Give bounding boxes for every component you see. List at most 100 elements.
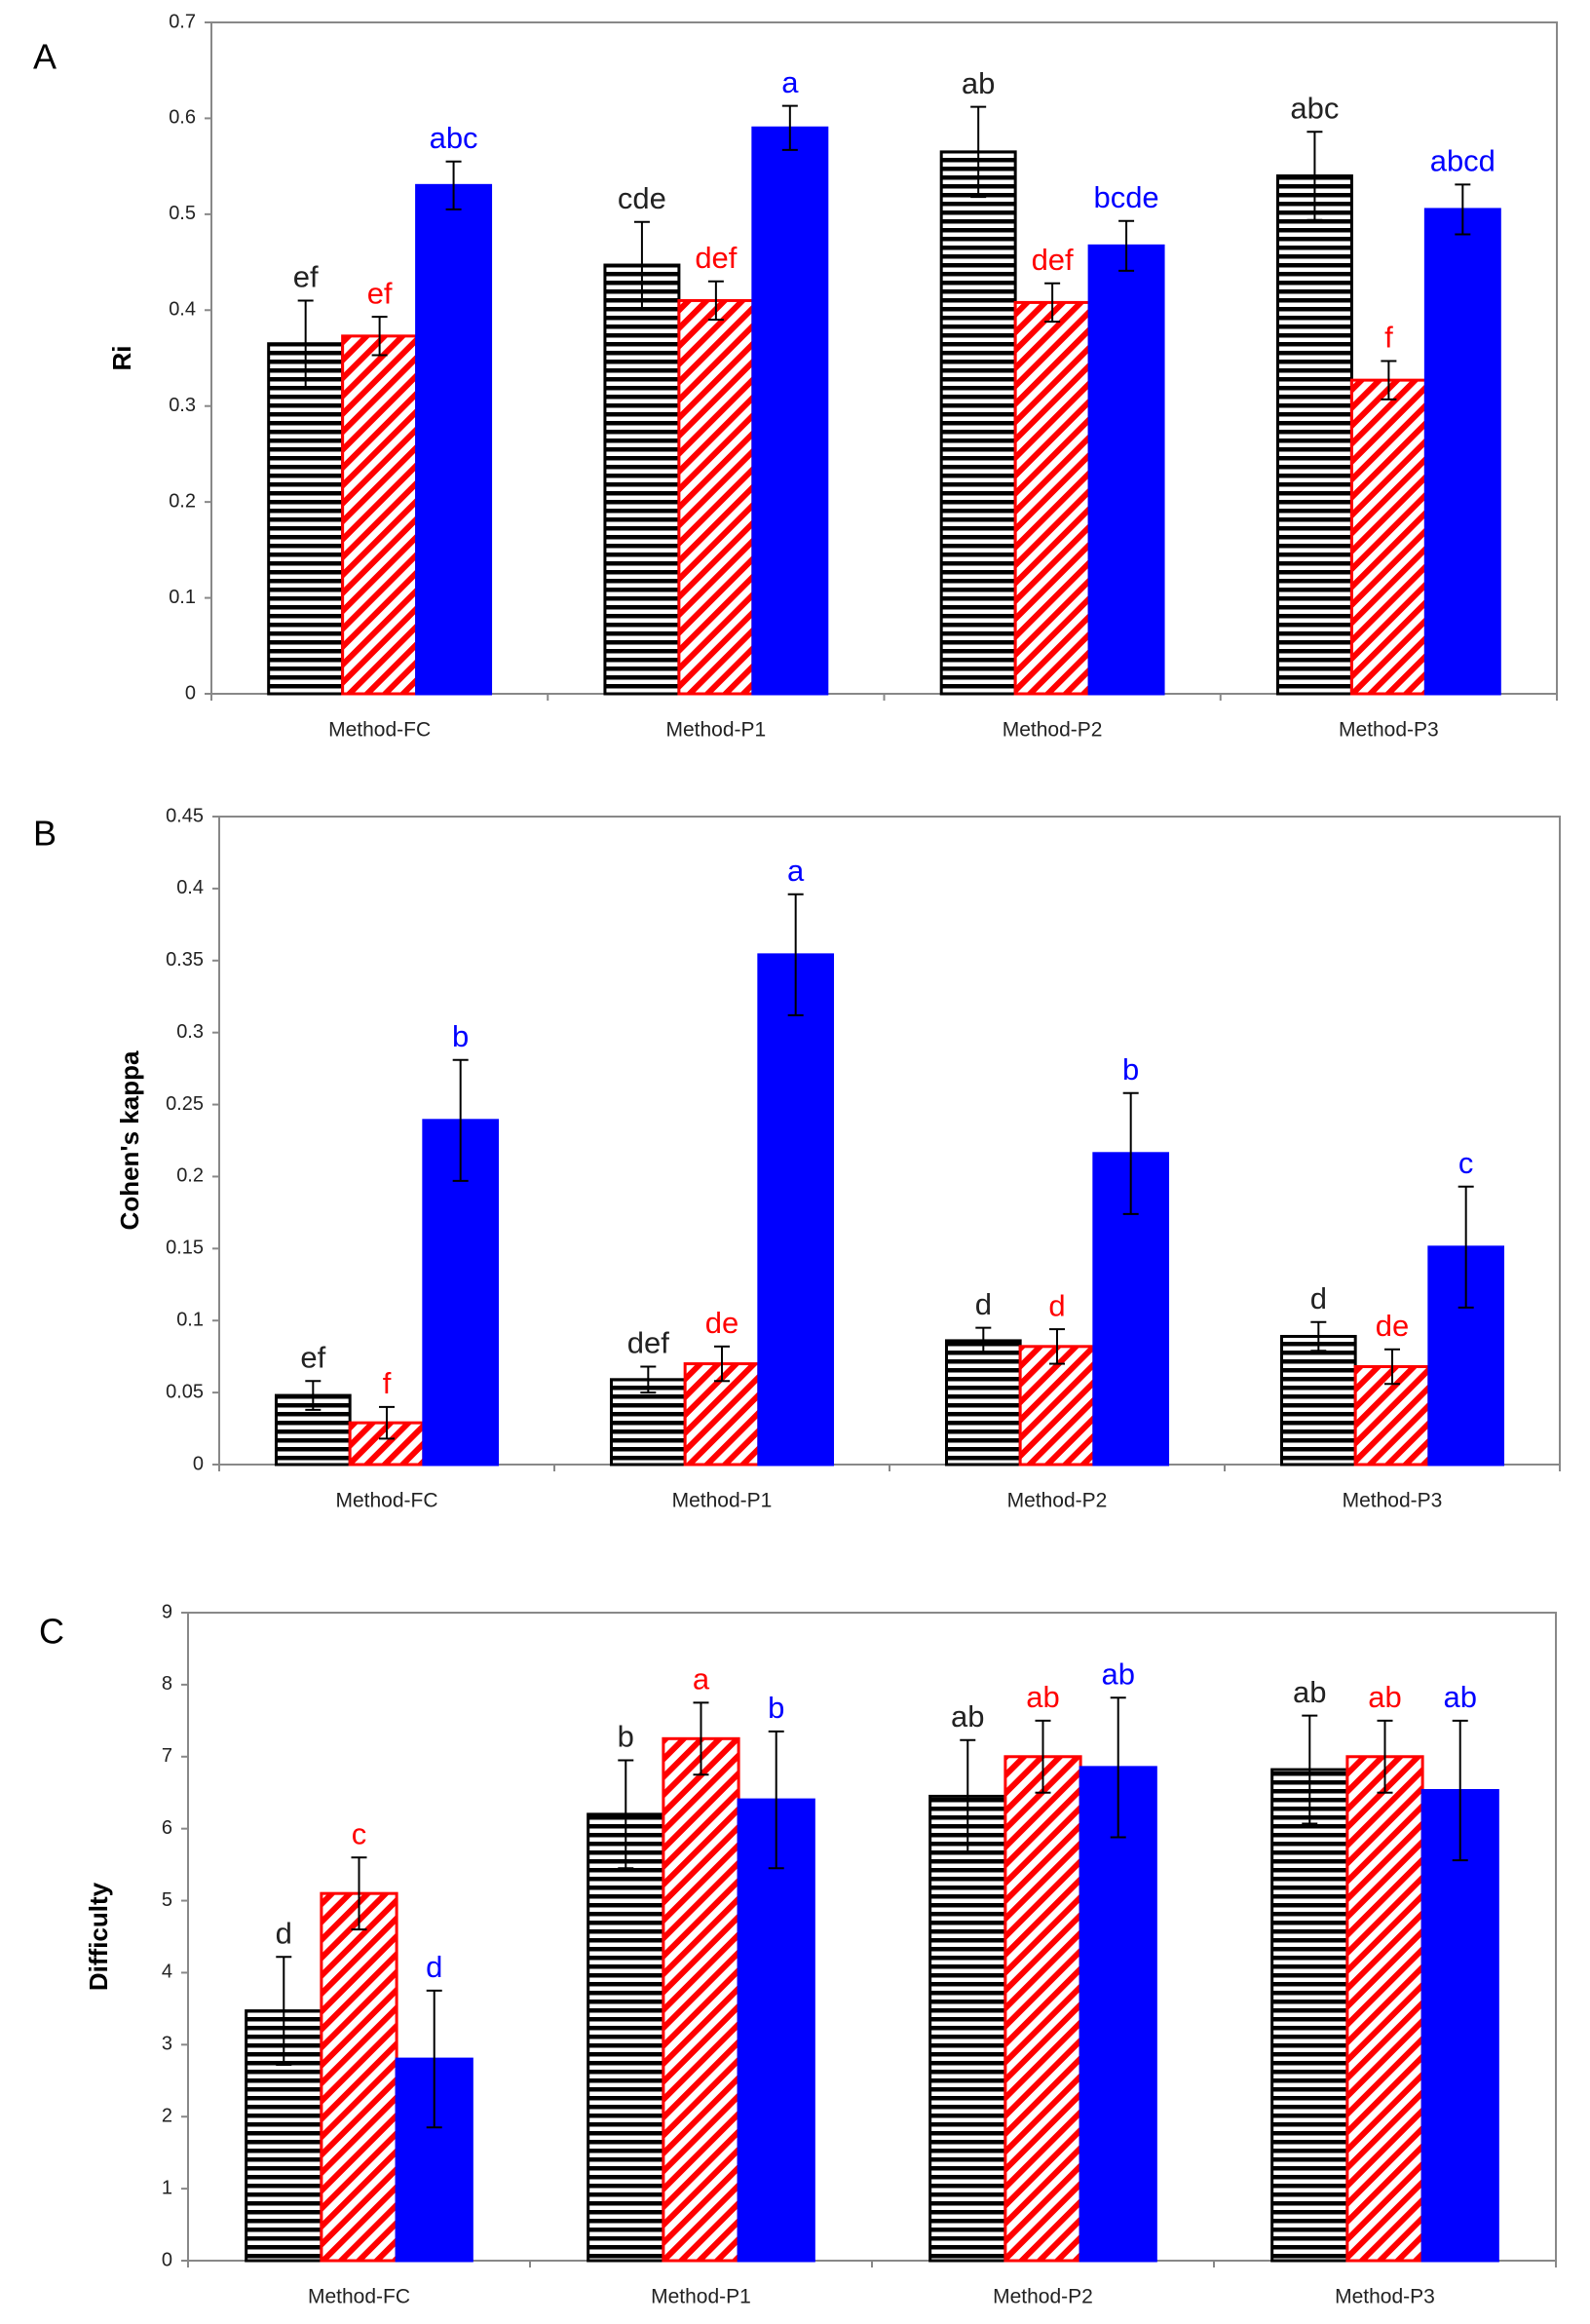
- y-tick-label: 0.15: [166, 1238, 204, 1259]
- x-tick-label: Method-P3: [1335, 2286, 1435, 2308]
- significance-letter: ab: [1101, 1657, 1134, 1691]
- bar: [1275, 173, 1353, 696]
- bar: [1013, 300, 1091, 696]
- bar: [603, 263, 681, 696]
- bar: [757, 953, 835, 1467]
- bar: [1003, 1755, 1082, 2263]
- significance-letter: abc: [1290, 91, 1339, 125]
- bar: [1087, 244, 1165, 696]
- y-tick-label: 0.25: [166, 1093, 204, 1115]
- significance-letter: d: [276, 1916, 292, 1950]
- x-tick-label: Method-P2: [1003, 719, 1103, 742]
- significance-letter: b: [768, 1691, 784, 1725]
- significance-letter: ab: [1026, 1680, 1059, 1714]
- bar: [587, 1812, 665, 2263]
- error-bar: [1049, 1328, 1065, 1365]
- error-bar: [640, 1365, 657, 1394]
- y-tick-label: 0.3: [176, 1021, 204, 1043]
- bar: [1349, 378, 1427, 696]
- bar: [1079, 1766, 1157, 2263]
- significance-letter: d: [1310, 1281, 1327, 1315]
- x-tick-label: Method-P1: [666, 719, 767, 742]
- error-bar: [1122, 1091, 1139, 1215]
- y-tick-label: 1: [162, 2177, 172, 2198]
- x-tick-label: Method-P3: [1343, 1490, 1443, 1512]
- bar: [415, 183, 493, 696]
- error-bar: [379, 1405, 395, 1440]
- y-tick-label: 4: [162, 1962, 172, 1983]
- y-tick-label: 0.4: [176, 877, 204, 898]
- x-tick-label: Method-FC: [308, 2286, 410, 2308]
- significance-letter: c: [1458, 1146, 1474, 1180]
- x-tick-label: Method-P2: [993, 2286, 1093, 2308]
- significance-letter: f: [1384, 321, 1393, 355]
- bar: [939, 150, 1017, 696]
- y-tick-label: 3: [162, 2034, 172, 2055]
- y-tick-label: 0.7: [169, 11, 196, 32]
- error-bar: [1118, 219, 1135, 272]
- significance-letter: ef: [367, 276, 393, 310]
- error-bar: [618, 1759, 634, 1870]
- significance-letter: ab: [1368, 1680, 1401, 1714]
- bar: [1279, 1334, 1357, 1467]
- error-bar: [1035, 1719, 1051, 1794]
- x-tick-label: Method-P1: [672, 1490, 773, 1512]
- x-tick-label: Method-P1: [651, 2286, 751, 2308]
- error-bar: [768, 1730, 784, 1870]
- y-tick-label: 7: [162, 1745, 172, 1767]
- error-bar: [426, 1989, 442, 2129]
- y-tick-label: 0: [185, 682, 196, 704]
- y-tick-label: 0.35: [166, 949, 204, 971]
- y-axis-label: Cohen's kappa: [115, 1050, 144, 1230]
- y-tick-label: 8: [162, 1673, 172, 1695]
- y-tick-label: 0.2: [176, 1165, 204, 1187]
- bar: [341, 334, 419, 696]
- x-tick-label: Method-FC: [335, 1490, 437, 1512]
- error-bar: [975, 1326, 992, 1355]
- bar: [944, 1339, 1022, 1467]
- x-tick-label: Method-FC: [328, 719, 431, 742]
- y-tick-label: 0: [162, 2249, 172, 2270]
- error-bar: [707, 280, 724, 322]
- bar: [928, 1794, 1007, 2263]
- y-tick-label: 0.1: [169, 587, 196, 608]
- bar: [1420, 1789, 1499, 2263]
- error-bar: [305, 1380, 322, 1411]
- bar: [1270, 1768, 1349, 2263]
- bar: [1018, 1345, 1096, 1467]
- error-bar: [1110, 1696, 1126, 1839]
- y-tick-label: 0: [193, 1453, 204, 1474]
- error-bar: [276, 1956, 292, 2067]
- significance-letter: ef: [300, 1340, 325, 1374]
- panel-label: C: [39, 1612, 64, 1652]
- significance-letter: de: [705, 1306, 738, 1340]
- significance-letter: def: [695, 241, 737, 275]
- y-tick-label: 0.3: [169, 395, 196, 416]
- error-bar: [693, 1701, 709, 1776]
- error-bar: [297, 299, 314, 389]
- y-tick-label: 0.4: [169, 299, 196, 321]
- panel-label: B: [33, 814, 57, 854]
- significance-letter: d: [975, 1287, 992, 1321]
- significance-letter: cde: [618, 181, 666, 215]
- error-bar: [781, 104, 798, 151]
- y-axis-label: Difficulty: [84, 1882, 113, 1991]
- error-bar: [1306, 131, 1323, 221]
- y-tick-label: 0.6: [169, 107, 196, 129]
- significance-letter: bcde: [1093, 180, 1158, 214]
- error-bar: [1302, 1714, 1318, 1825]
- x-tick-label: Method-P2: [1007, 1490, 1108, 1512]
- error-bar: [633, 220, 650, 310]
- error-bar: [1455, 183, 1471, 236]
- significance-letter: abc: [430, 121, 478, 155]
- error-bar: [1377, 1719, 1393, 1794]
- significance-letter: ab: [1443, 1680, 1476, 1714]
- significance-letter: abcd: [1430, 144, 1495, 178]
- bar: [662, 1736, 740, 2263]
- significance-letter: ab: [951, 1699, 984, 1733]
- error-bar: [1310, 1320, 1327, 1352]
- y-tick-label: 2: [162, 2106, 172, 2127]
- x-tick-label: Method-P3: [1339, 719, 1439, 742]
